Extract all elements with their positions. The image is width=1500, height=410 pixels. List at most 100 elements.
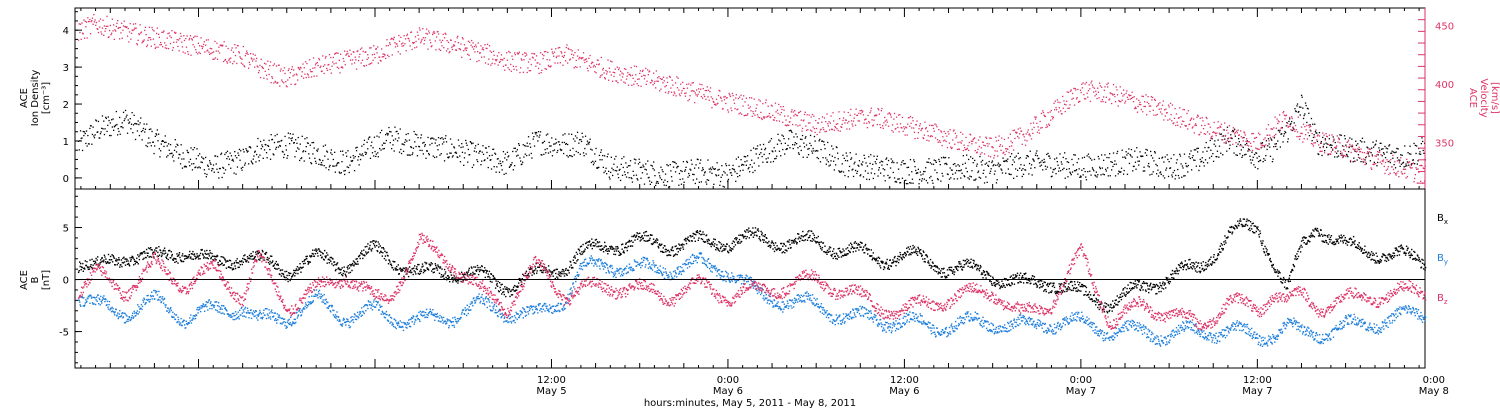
data-point bbox=[922, 137, 924, 139]
data-point bbox=[440, 276, 442, 278]
data-point bbox=[848, 170, 850, 172]
data-point bbox=[535, 133, 537, 135]
data-point bbox=[214, 57, 217, 59]
velocity-axis-label-line2: Velocity bbox=[1478, 78, 1489, 117]
data-point bbox=[402, 42, 404, 44]
data-point bbox=[912, 182, 914, 184]
data-point bbox=[257, 137, 259, 140]
data-point bbox=[925, 179, 927, 182]
data-point bbox=[256, 250, 258, 252]
data-point bbox=[302, 266, 304, 268]
data-point bbox=[460, 43, 462, 45]
data-point bbox=[150, 39, 152, 41]
data-point bbox=[444, 271, 447, 273]
data-point bbox=[1140, 155, 1142, 158]
data-point bbox=[328, 166, 331, 168]
data-point bbox=[1246, 138, 1248, 140]
data-point bbox=[205, 44, 207, 46]
data-point bbox=[433, 268, 435, 270]
data-point bbox=[1228, 147, 1231, 150]
data-point bbox=[1337, 155, 1340, 157]
data-point bbox=[1303, 114, 1305, 117]
data-point bbox=[1091, 159, 1093, 161]
data-point bbox=[884, 180, 886, 182]
data-point bbox=[781, 134, 783, 136]
data-point bbox=[1418, 153, 1420, 155]
data-point bbox=[805, 136, 807, 138]
data-point bbox=[494, 152, 496, 154]
data-point bbox=[657, 80, 659, 82]
data-point bbox=[189, 250, 191, 253]
data-point bbox=[103, 133, 106, 136]
data-point bbox=[502, 291, 504, 294]
data-point bbox=[427, 268, 429, 270]
data-point bbox=[142, 127, 145, 130]
data-point bbox=[250, 160, 252, 162]
data-point bbox=[597, 59, 599, 62]
data-point bbox=[1079, 175, 1082, 177]
data-point bbox=[1394, 152, 1396, 154]
data-point bbox=[1177, 174, 1180, 177]
data-point bbox=[1021, 175, 1023, 178]
data-point bbox=[893, 118, 895, 120]
data-point bbox=[1170, 114, 1172, 116]
data-point bbox=[332, 158, 334, 161]
data-point bbox=[376, 244, 378, 247]
data-point bbox=[575, 150, 577, 153]
data-point bbox=[210, 52, 212, 55]
data-point bbox=[1051, 175, 1053, 177]
data-point bbox=[715, 174, 717, 176]
data-point bbox=[782, 148, 784, 151]
data-point bbox=[898, 178, 900, 180]
data-point bbox=[525, 52, 527, 54]
data-point bbox=[238, 148, 241, 151]
data-point bbox=[1204, 146, 1206, 149]
data-point bbox=[77, 271, 80, 273]
data-point bbox=[83, 267, 85, 269]
data-point bbox=[331, 153, 333, 156]
data-point bbox=[770, 116, 772, 118]
data-point bbox=[77, 39, 80, 41]
data-point bbox=[699, 162, 701, 164]
data-point bbox=[215, 256, 218, 258]
data-point bbox=[997, 155, 999, 157]
data-point bbox=[86, 261, 88, 263]
data-point bbox=[1350, 145, 1352, 147]
data-point bbox=[298, 67, 300, 70]
data-point bbox=[392, 260, 394, 263]
data-point bbox=[424, 269, 427, 272]
data-point bbox=[1230, 134, 1232, 136]
data-point bbox=[114, 264, 116, 266]
data-point bbox=[846, 122, 849, 124]
data-point bbox=[251, 161, 253, 164]
data-point bbox=[1384, 145, 1386, 148]
data-point bbox=[777, 112, 779, 115]
data-point bbox=[938, 140, 941, 142]
data-point bbox=[152, 29, 154, 31]
data-point bbox=[649, 180, 651, 182]
data-point bbox=[1089, 157, 1092, 160]
data-point bbox=[1166, 154, 1168, 156]
data-point bbox=[478, 270, 481, 273]
data-point bbox=[422, 37, 424, 39]
data-point bbox=[307, 142, 309, 144]
data-point bbox=[381, 129, 383, 132]
data-point bbox=[1138, 164, 1140, 166]
data-point bbox=[175, 151, 178, 153]
data-point bbox=[285, 85, 287, 87]
data-point bbox=[967, 145, 969, 147]
data-point bbox=[668, 90, 670, 93]
data-point bbox=[1351, 138, 1353, 140]
data-point bbox=[1345, 155, 1347, 158]
data-point bbox=[580, 138, 582, 141]
data-point bbox=[1212, 131, 1215, 133]
data-point bbox=[464, 273, 466, 275]
data-point bbox=[1305, 129, 1307, 131]
data-point bbox=[515, 65, 517, 68]
data-point bbox=[179, 163, 182, 165]
data-point bbox=[144, 128, 147, 130]
data-point bbox=[1353, 157, 1355, 159]
data-point bbox=[1386, 168, 1389, 170]
data-point bbox=[177, 45, 179, 48]
data-point bbox=[514, 290, 516, 292]
